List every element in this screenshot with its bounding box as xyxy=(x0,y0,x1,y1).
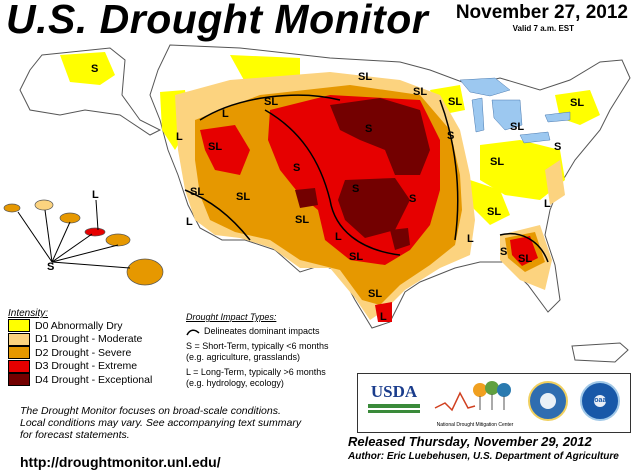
puerto-rico xyxy=(571,342,629,363)
legend-title: Intensity: xyxy=(8,308,49,319)
alaska-d0 xyxy=(60,52,115,85)
impact-short-line1: S = Short-Term, typically <6 months xyxy=(186,341,329,351)
label-s-7: S xyxy=(500,246,507,258)
map-title: U.S. Drought Monitor xyxy=(6,0,429,42)
impact-delineates-text: Delineates dominant impacts xyxy=(204,326,320,336)
legend-item-d3: D3 Drought - Extreme xyxy=(8,359,180,374)
label-sl-6: SL xyxy=(358,71,372,83)
label-s-6: S xyxy=(554,141,561,153)
label-l-4: L xyxy=(335,231,342,243)
label-s-4: S xyxy=(352,183,359,195)
impact-short-line2: (e.g. agriculture, grasslands) xyxy=(186,352,301,362)
legend-label-d1: D1 Drought - Moderate xyxy=(35,333,143,346)
label-l-6: L xyxy=(544,198,551,210)
label-sl-7: SL xyxy=(413,86,427,98)
valid-time: Valid 7 a.m. EST xyxy=(512,24,574,33)
label-s-5: S xyxy=(409,193,416,205)
noaa-text: noaa xyxy=(590,397,607,404)
label-s-hawaii: S xyxy=(47,261,54,273)
legend-item-d0: D0 Abnormally Dry xyxy=(8,319,180,333)
label-sl-14: SL xyxy=(570,97,584,109)
label-s-alaska: S xyxy=(91,63,98,75)
intensity-legend: Intensity: D0 Abnormally Dry D1 Drought … xyxy=(8,308,180,387)
label-sl-11: SL xyxy=(487,206,501,218)
ndmc-caption: National Drought Mitigation Center xyxy=(436,422,514,428)
hawaii-pointers xyxy=(17,199,131,269)
note-line2: Local conditions may vary. See accompany… xyxy=(20,417,302,429)
website-link[interactable]: http://droughtmonitor.unl.edu/ xyxy=(20,454,221,470)
label-sl-5: SL xyxy=(295,214,309,226)
impact-title: Drought Impact Types: xyxy=(186,312,277,322)
impact-labels: S L S SL SL SL L L L SL S SL SL SL SL S … xyxy=(47,63,584,323)
legend-label-d0: D0 Abnormally Dry xyxy=(35,319,123,332)
partner-logos: USDA National Drought Mitigation Center … xyxy=(357,373,631,433)
release-date: Released Thursday, November 29, 2012 xyxy=(348,434,592,449)
label-sl-12: SL xyxy=(490,156,504,168)
legend-label-d2: D2 Drought - Severe xyxy=(35,346,132,359)
impact-lines xyxy=(184,94,549,263)
label-l-7: L xyxy=(380,311,387,323)
great-lakes xyxy=(459,77,571,144)
label-sl-15: SL xyxy=(518,253,532,265)
noaa-logo: noaa xyxy=(580,381,620,421)
disclaimer-note: The Drought Monitor focuses on broad-sca… xyxy=(20,405,340,441)
map-date: November 27, 2012 xyxy=(455,2,628,23)
impact-long-line1: L = Long-Term, typically >6 months xyxy=(186,367,326,377)
hawaii xyxy=(3,199,164,286)
swatch-d4 xyxy=(8,373,30,387)
label-sl-10: SL xyxy=(368,288,382,300)
legend-label-d4: D4 Drought - Exceptional xyxy=(35,373,153,386)
author-credit: Author: Eric Luebehusen, U.S. Department… xyxy=(348,451,619,462)
swatch-d1 xyxy=(8,332,30,346)
label-sl-1: SL xyxy=(208,141,222,153)
label-sl-2: SL xyxy=(236,191,250,203)
legend-item-d1: D1 Drought - Moderate xyxy=(8,332,180,347)
label-s-2: S xyxy=(447,130,454,142)
swatch-d2 xyxy=(8,346,30,360)
impact-short: S = Short-Term, typically <6 months (e.g… xyxy=(186,341,376,363)
label-l-3: L xyxy=(186,216,193,228)
label-l-1: L xyxy=(176,131,183,143)
legend-item-d2: D2 Drought - Severe xyxy=(8,346,180,360)
label-l-2: L xyxy=(222,108,229,120)
impact-delineates: Delineates dominant impacts xyxy=(186,326,376,337)
usda-text: USDA xyxy=(370,382,418,401)
ndmc-logo: National Drought Mitigation Center xyxy=(430,378,520,428)
swatch-d3 xyxy=(8,359,30,373)
usda-logo: USDA xyxy=(368,382,420,413)
label-sl-8: SL xyxy=(448,96,462,108)
label-s-3: S xyxy=(365,123,372,135)
label-sl-13: SL xyxy=(510,121,524,133)
alaska xyxy=(19,47,162,136)
delineation-line-icon xyxy=(186,329,200,336)
d4-areas xyxy=(295,98,430,250)
impact-legend: Drought Impact Types: Delineates dominan… xyxy=(186,312,376,393)
swatch-d0 xyxy=(8,319,30,333)
label-l-5: L xyxy=(467,233,474,245)
label-sl-4: SL xyxy=(264,96,278,108)
label-s-1: S xyxy=(293,162,300,174)
label-sl-3: SL xyxy=(190,186,204,198)
note-line1: The Drought Monitor focuses on broad-sca… xyxy=(20,405,281,417)
commerce-seal-icon xyxy=(528,381,568,421)
legend-item-d4: D4 Drought - Exceptional xyxy=(8,373,180,387)
legend-label-d3: D3 Drought - Extreme xyxy=(35,360,138,373)
label-sl-9: SL xyxy=(349,251,363,263)
note-line3: for forecast statements. xyxy=(20,429,130,441)
impact-long: L = Long-Term, typically >6 months (e.g.… xyxy=(186,367,376,389)
impact-long-line2: (e.g. hydrology, ecology) xyxy=(186,378,284,388)
label-l-hawaii: L xyxy=(92,189,99,201)
ndmc-tree-icon xyxy=(434,381,511,412)
